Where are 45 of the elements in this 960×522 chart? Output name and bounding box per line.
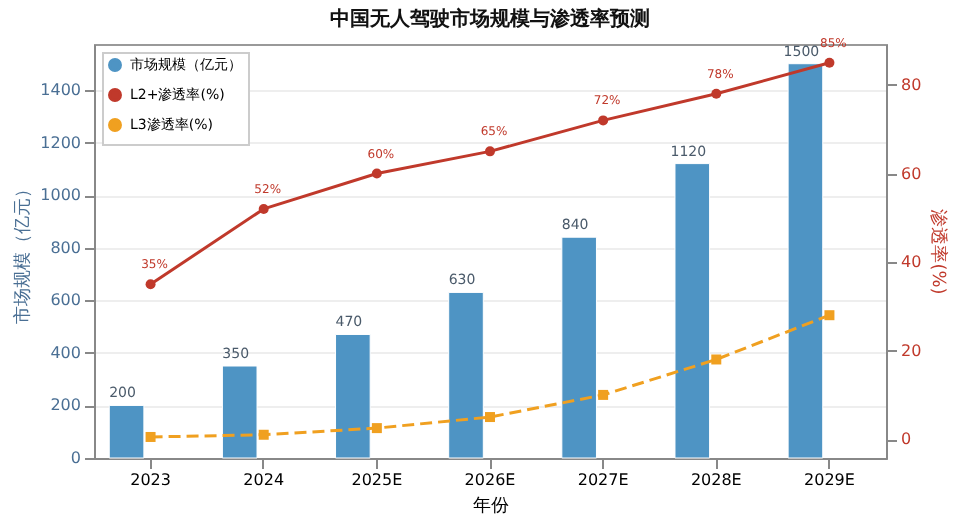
x-tick-label: 2024 bbox=[243, 471, 285, 489]
x-tick-label: 2023 bbox=[130, 471, 171, 489]
point bbox=[485, 412, 495, 423]
y-tick-label: 800 bbox=[50, 238, 81, 257]
bar bbox=[448, 291, 484, 459]
bar bbox=[561, 236, 597, 459]
point bbox=[711, 354, 722, 365]
y2-axis-title: 渗透率(%) bbox=[927, 209, 950, 295]
y-tick-label: 600 bbox=[50, 291, 81, 310]
point bbox=[145, 431, 156, 442]
x-tick-label: 2029E bbox=[804, 471, 855, 489]
point bbox=[485, 146, 495, 157]
bar bbox=[674, 163, 711, 459]
point bbox=[371, 423, 382, 434]
bar bbox=[787, 63, 824, 459]
point bbox=[258, 203, 269, 214]
point bbox=[598, 389, 609, 400]
x-tick-label: 2026E bbox=[464, 471, 516, 489]
y-tick-label: 200 bbox=[50, 396, 81, 415]
y-tick-label: 1200 bbox=[40, 133, 81, 152]
bar bbox=[335, 333, 371, 459]
point bbox=[824, 310, 835, 321]
x-axis-title: 年份 bbox=[473, 495, 509, 517]
y-tick-label: 1000 bbox=[40, 186, 81, 205]
y-tick-label: 1400 bbox=[40, 81, 81, 99]
x-tick-label: 2028E bbox=[690, 471, 742, 489]
point bbox=[258, 429, 269, 440]
point bbox=[598, 115, 609, 126]
x-tick-label: 2027E bbox=[577, 471, 629, 489]
chart-title: 中国无人驾驶市场规模与渗透率预测 bbox=[330, 6, 650, 31]
y2-tick-label: 0 bbox=[901, 430, 912, 449]
y-tick-label: 400 bbox=[50, 343, 81, 362]
y2-tick-label: 60 bbox=[901, 164, 922, 183]
point bbox=[824, 57, 835, 68]
y-tick-label: 0 bbox=[70, 449, 81, 467]
point bbox=[711, 88, 722, 99]
y2-tick-label: 20 bbox=[901, 341, 922, 360]
y2-tick-label: 80 bbox=[901, 75, 922, 94]
bar bbox=[221, 365, 258, 459]
point bbox=[145, 279, 156, 290]
y-axis-title: 市场规模（亿元） bbox=[12, 180, 35, 324]
y2-tick-label: 40 bbox=[901, 253, 922, 272]
point bbox=[371, 168, 382, 179]
x-tick-label: 2025E bbox=[351, 471, 403, 489]
bar bbox=[108, 404, 145, 459]
